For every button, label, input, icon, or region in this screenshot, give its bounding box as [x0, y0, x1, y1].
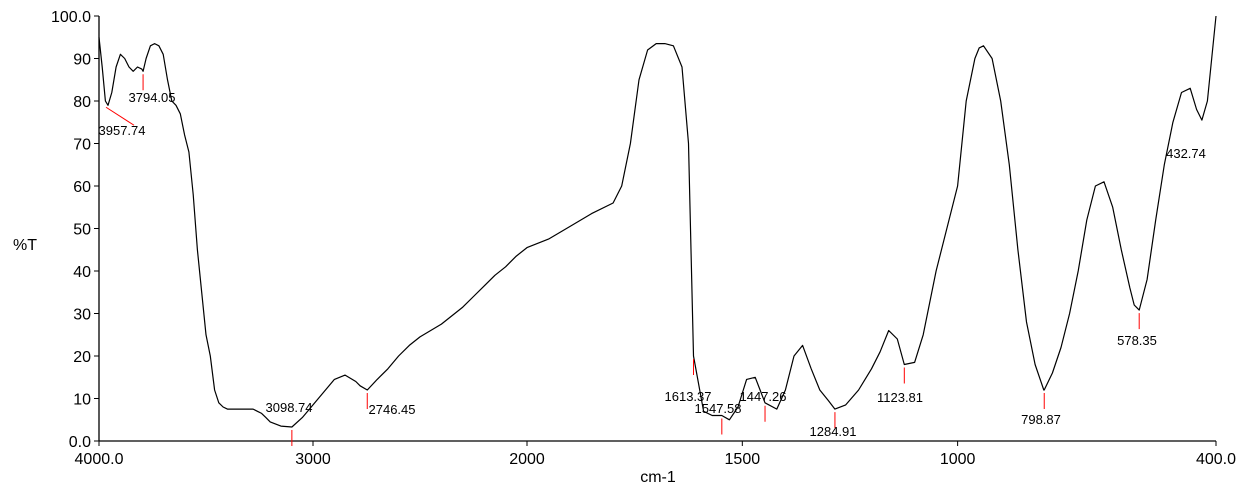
- y-tick-label: 60: [73, 179, 91, 196]
- peak-label: 1284.91: [810, 424, 857, 439]
- y-tick-label: 100.0: [51, 9, 91, 26]
- peak-label: 3098.74: [266, 400, 313, 415]
- x-tick-label: 1000: [940, 451, 976, 468]
- x-tick-label: 3000: [295, 451, 331, 468]
- peak-label: 1447.26: [740, 389, 787, 404]
- peak-label: 3957.74: [99, 123, 146, 138]
- y-tick-label: 30: [73, 307, 91, 324]
- y-tick-label: 10: [73, 392, 91, 409]
- y-tick-label: 50: [73, 222, 91, 239]
- peak-label: 578.35: [1117, 333, 1157, 348]
- spectrum-line: [98, 15, 1217, 428]
- y-tick-label: 90: [73, 52, 91, 69]
- y-tick-label: 0.0: [69, 434, 91, 451]
- x-axis-title: cm-1: [640, 469, 676, 486]
- y-tick-label: 70: [73, 137, 91, 154]
- x-tick-label: 2000: [509, 451, 545, 468]
- peak-label: 3794.05: [129, 90, 176, 105]
- x-tick-label: 4000.0: [75, 451, 124, 468]
- axes: [98, 16, 1216, 442]
- y-axis-title: %T: [13, 237, 37, 254]
- peak-marker: [105, 106, 135, 126]
- y-tick-label: 40: [73, 264, 91, 281]
- peak-markers: 3957.74 3794.05 3098.74 2746.45 1613.371547.…: [99, 74, 1206, 446]
- peak-label: 432.74: [1166, 146, 1206, 161]
- peak-label: 1613.37: [665, 389, 712, 404]
- peak-label: 1123.81: [877, 390, 923, 405]
- peak-label: 1547.58: [695, 401, 742, 416]
- peak-label: 798.87: [1021, 412, 1061, 427]
- y-tick-label: 20: [73, 349, 91, 366]
- axis-ticks: 0.0 10 20 30 40 50 60 70 80 90 100.0 4000.0 3000 2000…: [51, 9, 1236, 468]
- spectrum-series: [98, 15, 1217, 428]
- x-tick-label: 1500: [725, 451, 761, 468]
- peak-label: 2746.45: [369, 402, 416, 417]
- y-tick-label: 80: [73, 94, 91, 111]
- x-tick-label: 400.0: [1196, 451, 1236, 468]
